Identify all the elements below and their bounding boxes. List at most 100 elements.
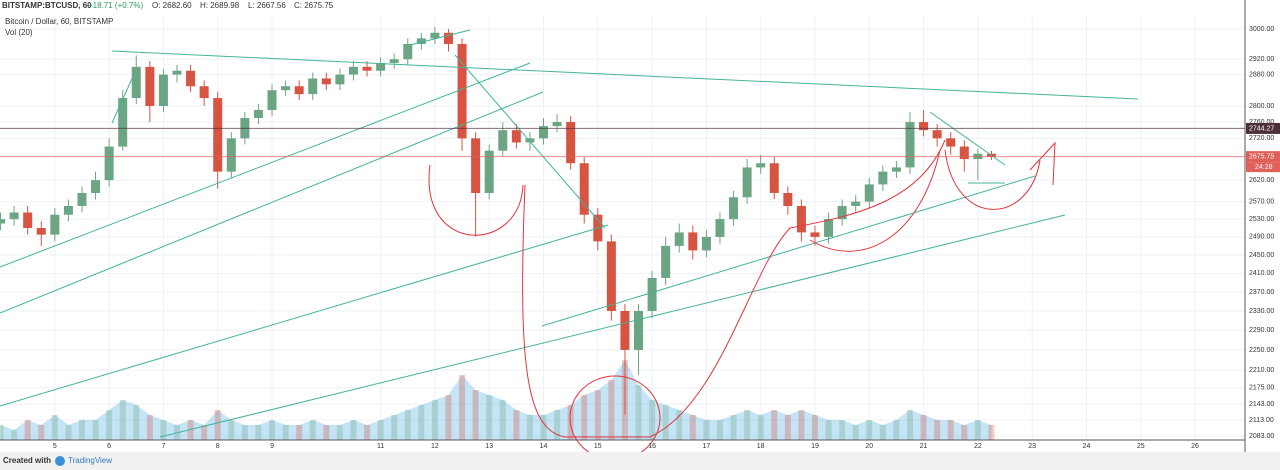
volume-area xyxy=(0,360,992,440)
x-tick-label: 5 xyxy=(53,443,57,450)
y-tick-label: 2720.00 xyxy=(1249,135,1274,142)
candle-body xyxy=(634,310,644,350)
x-tick-label: 17 xyxy=(702,443,710,450)
volume-bar xyxy=(526,415,533,440)
trend-line xyxy=(541,175,1036,327)
volume-bar xyxy=(160,420,167,440)
candle-body xyxy=(23,212,33,228)
trend-line xyxy=(111,71,136,124)
candle-body xyxy=(742,167,752,198)
volume-bar xyxy=(703,420,710,440)
candle-body xyxy=(647,277,657,311)
x-tick-label: 12 xyxy=(431,443,439,450)
x-tick-label: 6 xyxy=(107,443,111,450)
volume-bar xyxy=(771,410,778,440)
candle-body xyxy=(186,70,196,87)
volume-bar xyxy=(255,425,262,440)
volume-bar xyxy=(0,425,4,440)
ohlc: H: 2689.98 xyxy=(200,1,240,10)
volume-bar xyxy=(38,425,45,440)
x-tick-label: 19 xyxy=(811,443,819,450)
ohlc: C: 2675.75 xyxy=(294,1,334,10)
volume-bar xyxy=(282,425,289,440)
candle-body xyxy=(498,130,508,151)
candle-body xyxy=(606,241,616,311)
candle-body xyxy=(389,59,399,64)
candle-body xyxy=(294,86,304,95)
candle-body xyxy=(321,78,331,85)
candle-body xyxy=(783,192,793,206)
price-label: 2744.27 xyxy=(1249,125,1274,132)
volume-bar xyxy=(499,400,506,440)
candle-body xyxy=(878,171,888,185)
candle-body xyxy=(403,44,413,60)
y-tick-label: 2250.00 xyxy=(1249,347,1274,354)
volume-bar xyxy=(594,390,601,440)
candle-body xyxy=(118,98,128,147)
volume-bar xyxy=(336,425,343,440)
volume-bar xyxy=(459,375,466,440)
candle-body xyxy=(824,219,834,237)
countdown-box xyxy=(1246,162,1280,173)
x-tick-label: 25 xyxy=(1137,443,1145,450)
countdown: 24:28 xyxy=(1255,164,1273,171)
price-label-box xyxy=(1246,122,1280,134)
y-tick-label: 2113.00 xyxy=(1249,417,1274,424)
candle-body xyxy=(77,192,87,206)
candle-body xyxy=(362,66,372,71)
volume-bar xyxy=(757,415,764,440)
volume-bar xyxy=(798,410,805,440)
footer-brand[interactable]: TradingView xyxy=(68,456,112,465)
red-curve xyxy=(809,149,941,252)
red-arrow xyxy=(1029,141,1056,186)
candle-body xyxy=(158,74,168,107)
volume-bar xyxy=(214,410,221,440)
y-tick-label: 2143.00 xyxy=(1249,401,1274,408)
volume-bar xyxy=(744,410,751,440)
x-tick-label: 20 xyxy=(865,443,873,450)
volume-bar xyxy=(296,425,303,440)
y-tick-label: 2760.00 xyxy=(1249,119,1274,126)
candle-body xyxy=(104,146,114,181)
volume-bar xyxy=(961,425,968,440)
volume-bar xyxy=(825,420,832,440)
volume-bar xyxy=(554,410,561,440)
x-tick-label: 13 xyxy=(485,443,493,450)
volume-bar xyxy=(540,415,547,440)
candle-body xyxy=(946,138,956,147)
volume-bar xyxy=(24,420,31,440)
candle-body xyxy=(145,66,155,107)
volume-bar xyxy=(852,425,859,440)
volume-bar xyxy=(241,425,248,440)
volume-bar xyxy=(201,425,208,440)
volume-bar xyxy=(730,415,737,440)
candle-body xyxy=(810,232,820,237)
candle-body xyxy=(91,180,101,193)
price-axis xyxy=(1245,0,1280,452)
candle-body xyxy=(756,163,766,168)
x-tick-label: 23 xyxy=(1028,443,1036,450)
volume-bar xyxy=(934,420,941,440)
volume-bar xyxy=(947,420,954,440)
candle-body xyxy=(932,130,942,139)
volume-bar xyxy=(364,425,371,440)
y-tick-label: 2410.00 xyxy=(1249,270,1274,277)
trend-line xyxy=(0,62,531,268)
trend-line xyxy=(111,50,1139,100)
candle-body xyxy=(253,109,263,119)
change: +18.71 (+0.7%) xyxy=(88,1,143,10)
symbol: BITSTAMP:BTCUSD, 60 xyxy=(2,1,92,10)
candle-body xyxy=(484,150,494,193)
x-tick-label: 8 xyxy=(216,443,220,450)
volume-bar xyxy=(635,385,642,440)
candle-body xyxy=(511,130,521,143)
candle-body xyxy=(905,122,915,168)
candle-body xyxy=(729,197,739,220)
candle-body xyxy=(796,205,806,233)
y-tick-label: 3000.00 xyxy=(1249,26,1274,33)
candle-body xyxy=(891,167,901,172)
trend-line xyxy=(0,224,609,407)
ohlc: L: 2667.56 xyxy=(248,1,286,10)
